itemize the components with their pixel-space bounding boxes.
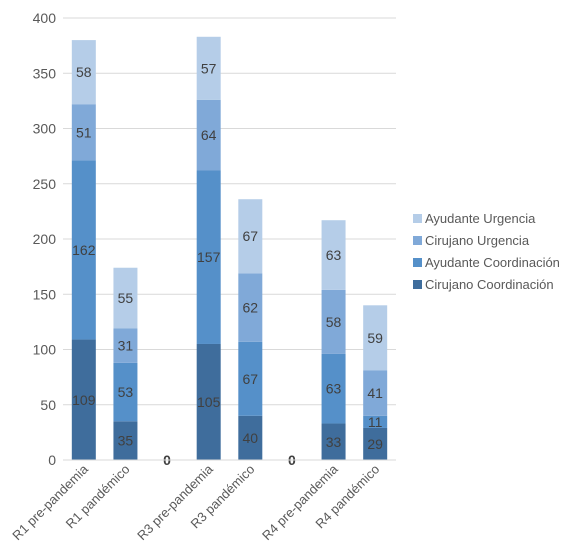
data-label: 33 [326,434,342,450]
y-tick-label: 100 [33,342,57,358]
bar-segment [71,160,96,340]
data-label: 11 [368,414,383,430]
legend-label: Cirujano Urgencia [425,233,530,248]
data-label: 157 [197,249,221,265]
data-label: 55 [118,290,134,306]
bar-segment [363,370,388,416]
data-label: 29 [367,436,383,452]
data-label: 67 [243,228,259,244]
data-label: 58 [76,64,92,80]
bar-segment [363,305,388,371]
bar-segment [321,353,346,424]
bar-segment [321,423,346,460]
bar-segment [321,220,346,290]
y-tick-label: 50 [40,397,56,413]
data-label: 62 [243,300,259,316]
y-tick-label: 0 [48,452,56,468]
data-label: 64 [201,127,217,143]
legend-swatch [413,280,422,289]
bar-segment [238,273,263,342]
data-labels: 1091625158355331550105157645740676267033… [72,60,383,468]
data-label: 35 [118,433,134,449]
data-label: 67 [243,371,259,387]
data-label: 40 [243,430,259,446]
legend-label: Cirujano Coordinación [425,277,554,292]
legend-swatch [413,236,422,245]
data-label: 105 [197,394,221,410]
bar-segment [113,267,138,329]
y-axis: 0 50 100 150 200 250 300 350 400 [33,10,396,468]
data-label: 58 [326,314,342,330]
bar-segment [238,415,263,460]
data-label: 51 [76,124,92,140]
legend-label: Ayudante Coordinación [425,255,560,270]
data-label: 41 [367,385,383,401]
y-tick-label: 400 [33,10,57,26]
bar-segment [71,40,96,105]
bar-segment [71,339,96,460]
x-tick-label: R4 pre-pandemia [259,461,341,543]
legend-swatch [413,258,422,267]
data-label: 57 [201,60,217,76]
x-tick-label: R3 pre-pandemia [134,461,216,543]
data-label: 63 [326,247,342,263]
bar-segment [363,427,388,460]
y-tick-label: 300 [33,121,57,137]
gridlines [63,17,396,461]
bar-segment [113,328,138,363]
bar-segment [113,421,138,460]
data-label: 162 [72,242,96,258]
bar-segment [238,341,263,416]
bar-segment [321,289,346,354]
bar-segment [238,199,263,274]
data-label: 109 [72,392,96,408]
y-tick-label: 350 [33,65,57,81]
y-tick-label: 150 [33,286,57,302]
bar-segment [113,362,138,422]
y-tick-label: 200 [33,231,57,247]
x-tick-label: R1 pre-pandemia [9,461,91,543]
bar-segment [196,170,221,344]
data-label: 59 [367,330,383,346]
bar-segment [196,99,221,171]
bar-segment [196,36,221,100]
bar-segment [71,104,96,161]
y-tick-label: 250 [33,176,57,192]
legend: Ayudante Urgencia Cirujano Urgencia Ayudan… [413,211,560,292]
data-label: 63 [326,381,342,397]
data-label: 31 [118,338,134,354]
bar-segment [363,415,388,428]
legend-swatch [413,214,422,223]
data-label: 53 [118,384,134,400]
bars [71,36,388,460]
bar-segment [196,343,221,460]
legend-label: Ayudante Urgencia [425,211,536,226]
